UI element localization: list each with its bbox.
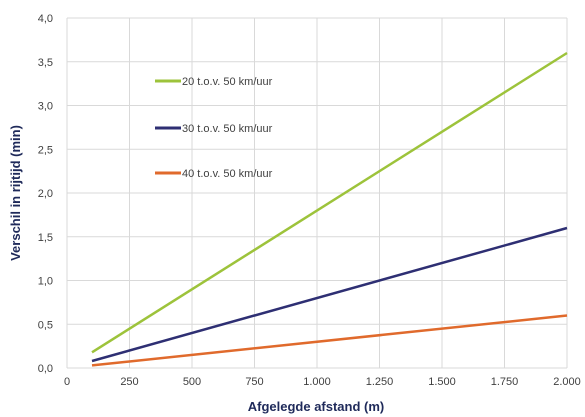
y-axis-title: Verschil in rijtijd (min) bbox=[8, 125, 23, 261]
x-tick-label: 1.500 bbox=[428, 376, 456, 388]
y-tick-label: 1,5 bbox=[38, 232, 53, 244]
y-tick-label: 4,0 bbox=[38, 13, 53, 25]
legend: 20 t.o.v. 50 km/uur 30 t.o.v. 50 km/uur 40… bbox=[155, 76, 273, 180]
y-tick-labels: 0,0 0,5 1,0 1,5 2,0 2,5 3,0 3,5 4,0 bbox=[38, 13, 53, 375]
x-tick-label: 1.000 bbox=[303, 376, 331, 388]
x-tick-label: 750 bbox=[245, 376, 263, 388]
legend-label-2: 30 t.o.v. 50 km/uur bbox=[182, 123, 273, 135]
y-tick-label: 0,0 bbox=[38, 363, 53, 375]
legend-label-3: 40 t.o.v. 50 km/uur bbox=[182, 168, 273, 180]
y-tick-label: 3,5 bbox=[38, 57, 53, 69]
x-tick-label: 500 bbox=[183, 376, 201, 388]
y-tick-label: 3,0 bbox=[38, 101, 53, 113]
y-tick-label: 0,5 bbox=[38, 319, 53, 331]
x-tick-label: 250 bbox=[120, 376, 138, 388]
x-tick-label: 1.750 bbox=[491, 376, 519, 388]
y-tick-label: 2,0 bbox=[38, 188, 53, 200]
series-line-3 bbox=[91, 314, 568, 367]
x-tick-labels: 0 250 500 750 1.000 1.250 1.500 1.750 2.000 bbox=[64, 376, 581, 388]
x-tick-label: 0 bbox=[64, 376, 70, 388]
grid-lines bbox=[66, 17, 568, 369]
series-lines bbox=[91, 51, 568, 367]
y-tick-label: 2,5 bbox=[38, 144, 53, 156]
x-tick-label: 1.250 bbox=[366, 376, 394, 388]
series-line-1 bbox=[91, 51, 568, 354]
y-tick-label: 1,0 bbox=[38, 276, 53, 288]
legend-label-1: 20 t.o.v. 50 km/uur bbox=[182, 76, 273, 88]
x-axis-title: Afgelegde afstand (m) bbox=[248, 399, 385, 414]
x-tick-label: 2.000 bbox=[553, 376, 581, 388]
series-line-2 bbox=[91, 226, 568, 363]
